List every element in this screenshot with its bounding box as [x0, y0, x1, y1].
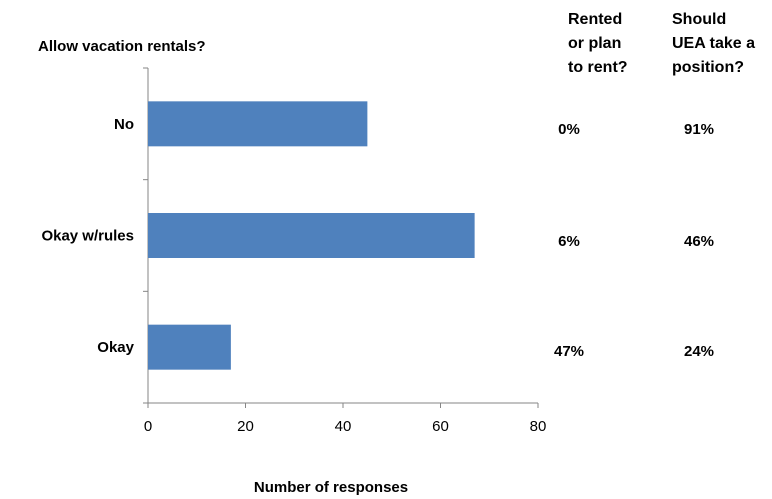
rented-pct-okay-rules: 6%: [558, 233, 580, 250]
rented-header-line-3: to rent?: [568, 59, 628, 76]
rented-pct-okay: 47%: [553, 343, 585, 360]
position-pct-okay-rules: 46%: [683, 233, 715, 250]
position-pct-okay: 24%: [683, 343, 715, 360]
category-label: Okay: [97, 339, 134, 356]
x-tick-labels: 0 20 40 60 80: [144, 418, 547, 435]
rented-header-line-2: or plan: [568, 35, 622, 52]
x-tick-label: 40: [335, 418, 352, 435]
bar: [148, 101, 368, 147]
rented-column-header: Rented or plan to rent?: [568, 8, 628, 80]
x-tick-label: 20: [237, 418, 254, 435]
bar: [148, 213, 475, 258]
bars: [148, 101, 475, 370]
position-header-line-3: position?: [672, 59, 744, 76]
category-label: Okay w/rules: [41, 228, 134, 245]
x-axis-label: Number of responses: [254, 479, 408, 496]
x-tick-label: 60: [432, 418, 449, 435]
x-tick-label: 80: [530, 418, 547, 435]
position-column-header: Should UEA take a position?: [672, 8, 755, 80]
category-labels: No Okay w/rules Okay: [41, 116, 134, 356]
bar: [148, 324, 231, 370]
position-header-line-1: Should: [672, 11, 727, 28]
x-tick-label: 0: [144, 418, 152, 435]
rented-pct-no: 0%: [558, 121, 580, 138]
position-header-line-2: UEA take a: [672, 35, 755, 52]
chart-title: Allow vacation rentals?: [38, 38, 206, 55]
rented-header-line-1: Rented: [568, 11, 623, 28]
category-label: No: [114, 116, 134, 133]
position-pct-no: 91%: [683, 121, 715, 138]
